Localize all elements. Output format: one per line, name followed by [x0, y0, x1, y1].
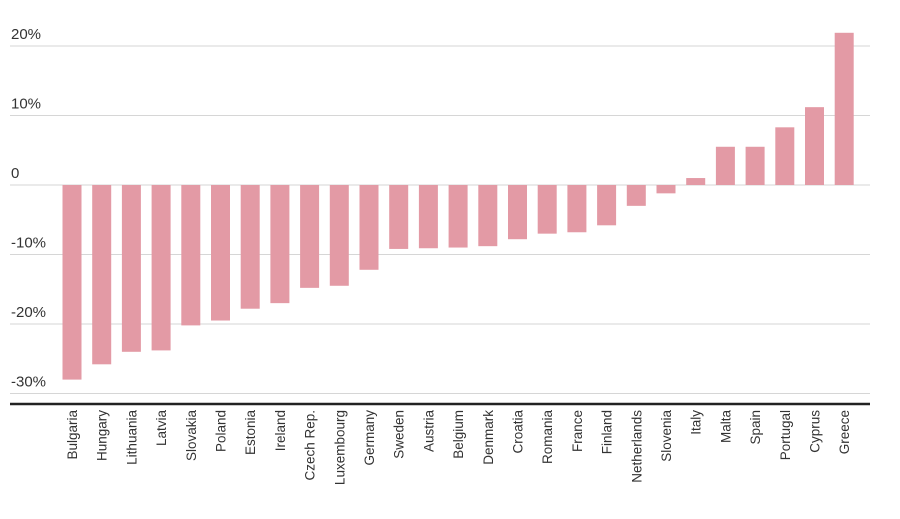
y-tick-label: -20% [11, 304, 46, 321]
category-label: Luxembourg [332, 410, 347, 485]
y-tick-label: 10% [11, 96, 41, 113]
bar [359, 185, 379, 270]
category-label: Estonia [243, 410, 258, 456]
bar [626, 185, 646, 206]
category-label: Czech Rep. [303, 410, 318, 481]
category-label: Lithuania [124, 410, 139, 465]
category-label: Italy [689, 410, 704, 435]
bar [656, 185, 676, 194]
bar [834, 32, 854, 185]
bar [121, 185, 141, 352]
bar [567, 185, 587, 233]
category-label: Netherlands [629, 410, 644, 483]
bar [300, 185, 320, 288]
category-label: Slovakia [184, 410, 199, 462]
category-label: Croatia [511, 410, 526, 454]
category-label: Portugal [778, 410, 793, 460]
category-label: Ireland [273, 410, 288, 451]
bar [240, 185, 260, 309]
bar [478, 185, 498, 247]
bar [418, 185, 438, 249]
bar [389, 185, 409, 249]
y-tick-label: -10% [11, 235, 46, 252]
bar [92, 185, 112, 365]
bar [537, 185, 557, 234]
category-label: Malta [718, 410, 733, 444]
bar [715, 146, 735, 185]
y-tick-label: -30% [11, 374, 46, 391]
category-label: Cyprus [808, 410, 823, 453]
bar [508, 185, 527, 240]
y-tick-label: 0 [11, 165, 19, 182]
category-label: Germany [362, 410, 377, 466]
category-label: Sweden [392, 410, 407, 459]
category-label: France [570, 410, 585, 452]
category-label: Finland [600, 410, 615, 454]
category-label: Belgium [451, 410, 466, 459]
y-tick-label: 20% [11, 26, 41, 43]
bar [448, 185, 468, 248]
bar [597, 185, 617, 226]
bar [211, 185, 230, 321]
category-label: Spain [748, 410, 763, 445]
bar [805, 107, 824, 185]
bar [686, 178, 706, 185]
bar [745, 146, 765, 185]
category-label: Bulgaria [65, 410, 80, 460]
category-label: Romania [540, 410, 555, 465]
bar [270, 185, 290, 304]
category-label: Poland [214, 410, 229, 452]
bar [62, 185, 82, 380]
category-label: Greece [837, 410, 852, 454]
category-label: Hungary [95, 410, 110, 461]
category-label: Austria [421, 410, 436, 453]
bar [151, 185, 171, 351]
category-label: Slovenia [659, 410, 674, 462]
bar [181, 185, 201, 326]
bar [329, 185, 349, 286]
category-label: Denmark [481, 410, 496, 465]
bar [775, 127, 795, 185]
category-label: Latvia [154, 410, 169, 447]
